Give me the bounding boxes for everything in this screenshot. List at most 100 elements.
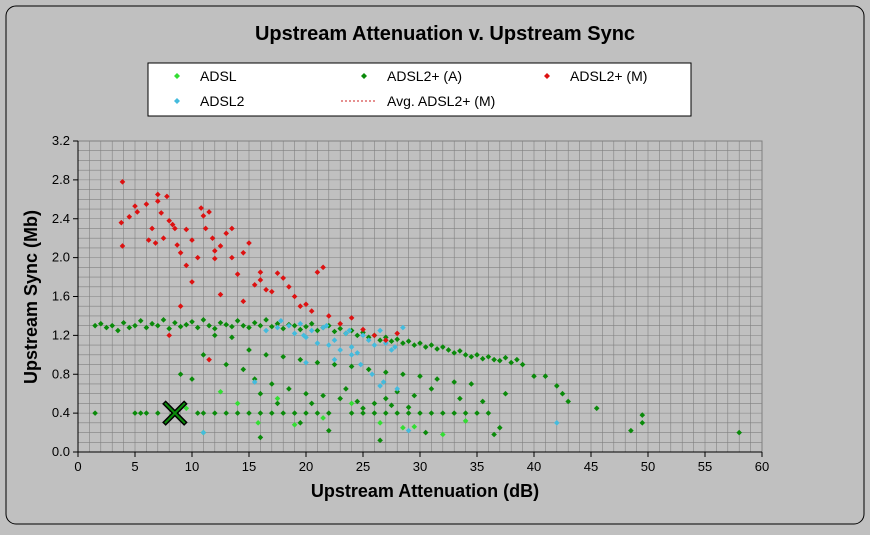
- data-point: [274, 320, 281, 327]
- data-point: [291, 293, 298, 300]
- x-tick-label: 0: [74, 459, 81, 474]
- x-tick-label: 35: [470, 459, 484, 474]
- data-point: [354, 332, 361, 339]
- data-point: [234, 400, 241, 407]
- data-point: [115, 327, 121, 334]
- data-point: [149, 320, 155, 327]
- data-point: [263, 317, 269, 323]
- data-point: [246, 324, 252, 331]
- data-point: [300, 332, 307, 339]
- plot-area: 0 5 10 15 20 25 30 35 40 45 50 55 60 0.0 0.4 0.8 1.2 1.6 2…: [52, 133, 769, 474]
- data-point: [166, 217, 172, 224]
- data-point: [485, 410, 492, 416]
- cross-marker: [162, 400, 188, 426]
- data-point: [394, 386, 400, 392]
- data-point: [217, 243, 224, 249]
- data-point: [269, 288, 275, 295]
- data-point: [428, 410, 435, 416]
- legend-marker: [361, 73, 367, 79]
- data-point: [365, 366, 372, 373]
- data-point: [365, 334, 372, 341]
- data-point: [314, 327, 321, 334]
- x-tick-label: 60: [755, 459, 769, 474]
- data-point: [177, 303, 184, 310]
- data-point: [132, 410, 138, 416]
- data-point: [240, 298, 247, 305]
- data-point: [291, 410, 298, 416]
- data-point: [314, 359, 321, 366]
- data-point: [263, 327, 269, 334]
- data-point: [405, 427, 412, 434]
- data-point: [198, 205, 204, 211]
- data-point: [428, 386, 435, 392]
- x-tick-label: 15: [242, 459, 256, 474]
- data-point: [280, 325, 286, 332]
- data-point: [497, 424, 503, 431]
- data-point: [457, 395, 463, 402]
- data-point: [394, 410, 400, 416]
- data-point: [257, 410, 264, 416]
- data-point: [554, 420, 560, 426]
- data-point: [440, 431, 446, 438]
- data-point: [149, 225, 155, 232]
- data-point: [257, 322, 264, 329]
- data-point: [639, 412, 646, 418]
- data-point: [417, 373, 423, 379]
- chart-title: Upstream Attenuation v. Upstream Sync: [255, 23, 635, 45]
- data-point: [280, 410, 286, 416]
- data-point: [314, 410, 321, 416]
- data-point: [189, 279, 195, 285]
- data-point: [736, 429, 742, 436]
- data-point: [346, 327, 353, 334]
- y-tick-label: 2.4: [52, 211, 70, 226]
- data-point: [206, 356, 212, 363]
- x-tick-label: 50: [641, 459, 655, 474]
- data-point: [126, 214, 133, 220]
- data-point: [331, 361, 338, 368]
- series-adsl2-a: [92, 317, 742, 444]
- data-point: [257, 269, 264, 276]
- y-tick-label: 3.2: [52, 133, 70, 148]
- data-point: [337, 320, 343, 327]
- y-tick-label: 1.2: [52, 327, 70, 342]
- x-tick-label: 30: [413, 459, 427, 474]
- legend-box: [147, 62, 692, 117]
- data-point: [308, 320, 315, 327]
- data-point: [440, 344, 446, 350]
- data-point: [183, 262, 190, 269]
- data-point: [303, 334, 309, 341]
- data-point: [145, 237, 152, 243]
- data-point: [183, 405, 190, 412]
- data-point: [189, 318, 195, 325]
- data-point: [326, 427, 332, 434]
- legend-label: ADSL: [200, 68, 237, 84]
- data-point: [212, 255, 218, 262]
- data-point: [417, 340, 423, 346]
- data-point: [400, 424, 406, 431]
- data-point: [263, 352, 269, 358]
- data-point: [172, 225, 178, 232]
- data-point: [297, 320, 304, 327]
- data-point: [417, 410, 423, 416]
- data-point: [257, 434, 264, 441]
- data-point: [320, 392, 326, 399]
- data-point: [474, 352, 480, 358]
- data-point: [160, 317, 167, 323]
- data-point: [383, 369, 389, 376]
- data-point: [109, 322, 115, 329]
- data-point: [320, 415, 326, 421]
- data-point: [348, 315, 355, 321]
- data-point: [348, 410, 355, 416]
- data-point: [229, 225, 235, 232]
- data-point: [451, 350, 457, 356]
- data-point: [92, 322, 98, 329]
- data-point: [371, 400, 378, 407]
- data-point: [371, 342, 378, 348]
- data-point: [411, 342, 418, 348]
- data-point: [383, 410, 389, 416]
- data-point: [348, 344, 355, 350]
- data-point: [400, 324, 406, 331]
- data-point: [405, 410, 412, 416]
- data-point: [209, 235, 216, 241]
